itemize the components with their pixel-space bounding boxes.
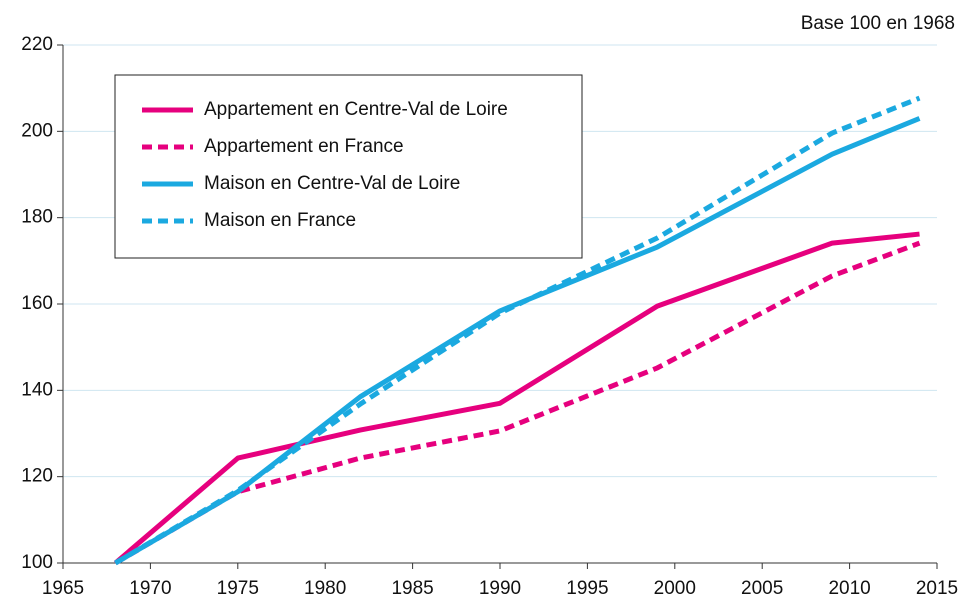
y-tick-label: 160 xyxy=(21,293,53,314)
y-tick-label: 180 xyxy=(21,207,53,228)
series-line xyxy=(114,95,921,566)
x-tick-label: 1980 xyxy=(304,578,346,599)
y-tick-label: 100 xyxy=(21,552,53,573)
y-tick-label: 220 xyxy=(21,34,53,55)
series-line xyxy=(114,240,921,566)
y-tick-label: 200 xyxy=(21,120,53,141)
series-line xyxy=(113,231,920,565)
x-tick-label: 2000 xyxy=(654,578,696,599)
x-tick-label: 2005 xyxy=(741,578,783,599)
legend-box xyxy=(114,74,583,259)
legend-label: Appartement en Centre-Val de Loire xyxy=(204,99,508,120)
x-tick-label: 1970 xyxy=(129,578,171,599)
series-line xyxy=(114,116,921,566)
x-tick-label: 2015 xyxy=(916,578,958,599)
x-tick-label: 1995 xyxy=(566,578,608,599)
x-tick-label: 2010 xyxy=(828,578,870,599)
x-tick-label: 1990 xyxy=(479,578,521,599)
y-tick-label: 120 xyxy=(21,466,53,487)
legend-label: Maison en Centre-Val de Loire xyxy=(204,173,460,194)
x-tick-label: 1975 xyxy=(217,578,259,599)
y-tick-label: 140 xyxy=(21,379,53,400)
legend-label: Appartement en France xyxy=(204,136,404,157)
legend-label: Maison en France xyxy=(204,210,356,231)
x-tick-label: 1965 xyxy=(42,578,84,599)
chart-subtitle: Base 100 en 1968 xyxy=(801,13,955,34)
x-tick-label: 1985 xyxy=(391,578,433,599)
